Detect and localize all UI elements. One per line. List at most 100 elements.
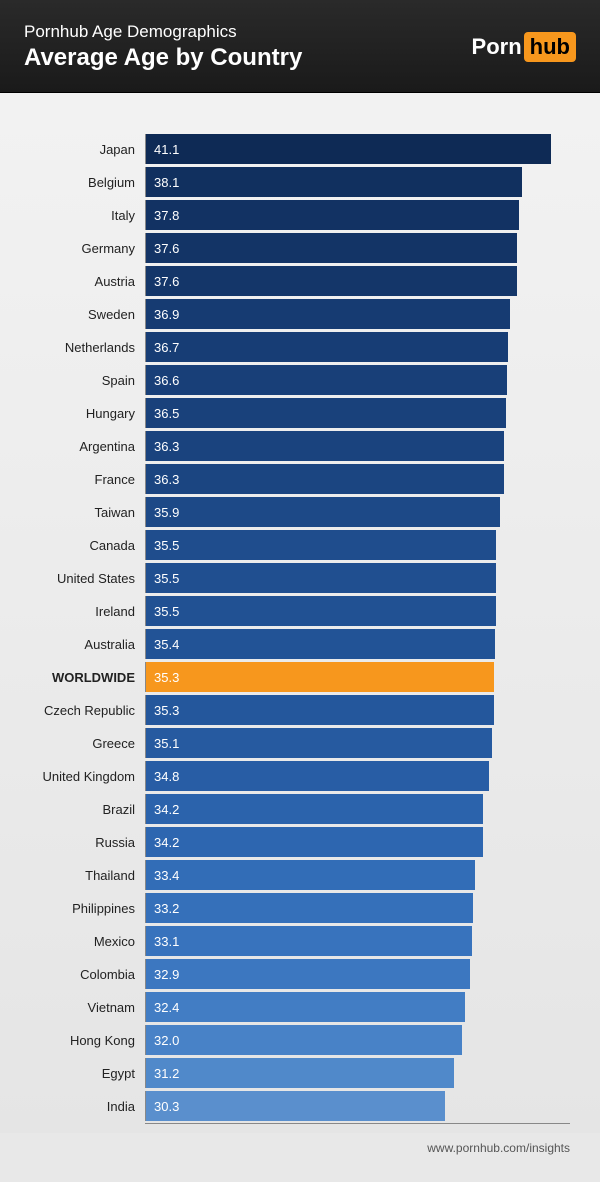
bar-container: 35.3	[145, 662, 570, 692]
country-label: Germany	[10, 241, 145, 256]
bar-container: 32.4	[145, 992, 570, 1022]
bar-row: Austria 37.6	[10, 265, 570, 297]
bar-container: 35.3	[145, 695, 570, 725]
bar-value: 35.5	[154, 571, 179, 586]
bar-container: 31.2	[145, 1058, 570, 1088]
bar: 36.3	[146, 431, 504, 461]
country-label: Argentina	[10, 439, 145, 454]
bar-value: 32.0	[154, 1033, 179, 1048]
bar-row: Mexico33.1	[10, 925, 570, 957]
country-label: Spain	[10, 373, 145, 388]
bar-row: Australia35.4	[10, 628, 570, 660]
header: Pornhub Age Demographics Average Age by …	[0, 0, 600, 93]
bar: 30.3	[146, 1091, 445, 1121]
bar-row: Germany37.6	[10, 232, 570, 264]
bar: 32.9	[146, 959, 470, 989]
bar: 35.5	[146, 563, 496, 593]
bar-value: 35.3	[154, 670, 179, 685]
bar-container: 33.1	[145, 926, 570, 956]
bar: 32.0	[146, 1025, 462, 1055]
bar-row: Hong Kong32.0	[10, 1024, 570, 1056]
bar: 35.4	[146, 629, 495, 659]
country-label: France	[10, 472, 145, 487]
country-label: Japan	[10, 142, 145, 157]
bar: 34.2	[146, 827, 483, 857]
bar: 38.1	[146, 167, 522, 197]
country-label: Austria	[10, 274, 145, 289]
bar-value: 36.3	[154, 472, 179, 487]
bar-container: 41.1	[145, 134, 570, 164]
bar-row: Greece35.1	[10, 727, 570, 759]
header-subtitle: Pornhub Age Demographics	[24, 22, 302, 42]
country-label: Canada	[10, 538, 145, 553]
country-label: Czech Republic	[10, 703, 145, 718]
bar-container: 35.4	[145, 629, 570, 659]
bar-value: 37.8	[154, 208, 179, 223]
bar-container: 36.3	[145, 431, 570, 461]
bar-value: 33.1	[154, 934, 179, 949]
country-label: Ireland	[10, 604, 145, 619]
bar: 36.5	[146, 398, 506, 428]
bar: 34.8	[146, 761, 489, 791]
bar-row: Ireland 35.5	[10, 595, 570, 627]
bar-container: 36.6	[145, 365, 570, 395]
bar-value: 32.4	[154, 1000, 179, 1015]
bar-row: Taiwan35.9	[10, 496, 570, 528]
bar-container: 36.3	[145, 464, 570, 494]
bar-row: Vietnam32.4	[10, 991, 570, 1023]
header-title: Average Age by Country	[24, 44, 302, 72]
country-label: Brazil	[10, 802, 145, 817]
bar-value: 36.7	[154, 340, 179, 355]
bar-row: United Kingdom34.8	[10, 760, 570, 792]
bar-row: Russia 34.2	[10, 826, 570, 858]
bar-container: 37.6	[145, 233, 570, 263]
bar: 35.1	[146, 728, 492, 758]
bar-row: Hungary36.5	[10, 397, 570, 429]
bar: 35.5	[146, 596, 496, 626]
bar: 37.6	[146, 266, 517, 296]
bar-value: 33.4	[154, 868, 179, 883]
bar-value: 36.5	[154, 406, 179, 421]
x-axis-line	[145, 1123, 570, 1124]
pornhub-logo: Porn hub	[472, 32, 576, 62]
bar-container: 38.1	[145, 167, 570, 197]
bar-row: France 36.3	[10, 463, 570, 495]
bar-container: 32.0	[145, 1025, 570, 1055]
bar-row: WORLDWIDE35.3	[10, 661, 570, 693]
country-label: Colombia	[10, 967, 145, 982]
bar-container: 35.9	[145, 497, 570, 527]
bar-value: 35.5	[154, 604, 179, 619]
bar-value: 37.6	[154, 274, 179, 289]
logo-part1: Porn	[472, 34, 522, 60]
country-label: Sweden	[10, 307, 145, 322]
bar-container: 33.4	[145, 860, 570, 890]
country-label: Netherlands	[10, 340, 145, 355]
bar: 32.4	[146, 992, 465, 1022]
axis-row	[10, 1123, 570, 1124]
bar: 36.7	[146, 332, 508, 362]
bar-row: India30.3	[10, 1090, 570, 1122]
footer-link: www.pornhub.com/insights	[0, 1133, 600, 1155]
bar-value: 34.2	[154, 835, 179, 850]
bar-container: 34.2	[145, 827, 570, 857]
bar-row: Sweden36.9	[10, 298, 570, 330]
bar-container: 36.7	[145, 332, 570, 362]
country-label: Russia	[10, 835, 145, 850]
bar-row: Italy37.8	[10, 199, 570, 231]
bar: 34.2	[146, 794, 483, 824]
bar-container: 34.2	[145, 794, 570, 824]
bar: 31.2	[146, 1058, 454, 1088]
bar-row: Philippines33.2	[10, 892, 570, 924]
bar: 35.3	[146, 695, 494, 725]
bar-value: 34.2	[154, 802, 179, 817]
bar-row: Netherlands 36.7	[10, 331, 570, 363]
bar-container: 36.9	[145, 299, 570, 329]
country-label: Belgium	[10, 175, 145, 190]
bar-container: 35.5	[145, 530, 570, 560]
chart-area: Japan41.1Belgium38.1Italy37.8Germany37.6…	[0, 93, 600, 1133]
bar-value: 34.8	[154, 769, 179, 784]
header-text: Pornhub Age Demographics Average Age by …	[24, 22, 302, 72]
bar-value: 33.2	[154, 901, 179, 916]
bar-value: 36.3	[154, 439, 179, 454]
bar-container: 35.5	[145, 596, 570, 626]
